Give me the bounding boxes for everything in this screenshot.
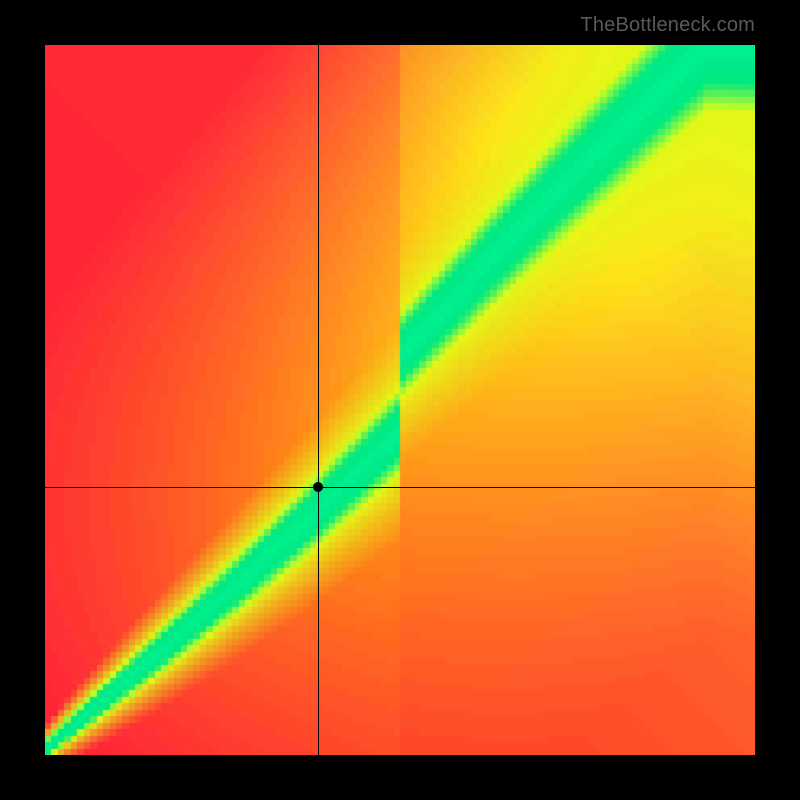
- crosshair-vertical: [318, 45, 319, 755]
- crosshair-horizontal: [45, 487, 755, 488]
- selection-marker: [313, 482, 323, 492]
- bottleneck-heatmap: [45, 45, 755, 755]
- watermark-text: TheBottleneck.com: [580, 14, 755, 37]
- heatmap-surface: [45, 45, 755, 755]
